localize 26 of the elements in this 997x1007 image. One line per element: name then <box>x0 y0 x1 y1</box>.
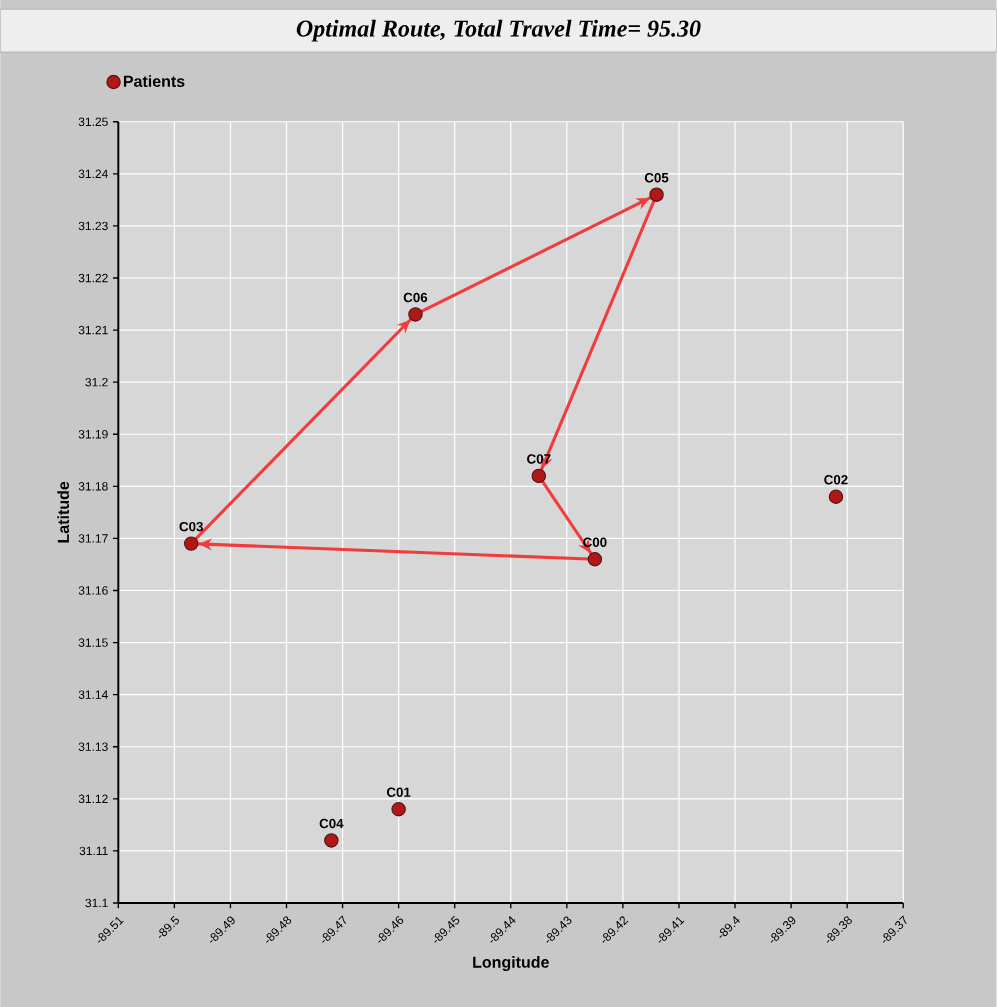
y-axis-title: Latitude <box>57 481 70 543</box>
legend-label: Patients <box>124 75 185 87</box>
y-tick-label: 31.22 <box>78 273 108 283</box>
y-tick-label: 31.11 <box>79 846 108 856</box>
annotation: C06 <box>403 292 428 303</box>
annotation: C03 <box>179 521 204 532</box>
y-tick-label: 31.23 <box>78 221 108 231</box>
annotation: C02 <box>824 475 848 485</box>
y-tick-label: 31.21 <box>78 325 108 335</box>
x-axis-title: Longitude <box>473 956 549 972</box>
y-tick-label: 31.17 <box>78 534 108 543</box>
y-tick-label: 31.16 <box>78 586 108 595</box>
y-tick-label: 31.25 <box>78 117 108 127</box>
y-tick-label: 31.1 <box>85 898 108 908</box>
chart-title: Optimal Route, Total Travel Time= 95.30 <box>296 19 701 42</box>
annotation: C05 <box>644 172 669 183</box>
y-tick-label: 31.15 <box>78 638 108 647</box>
annotation: C04 <box>319 818 344 829</box>
y-tick-label: 31.2 <box>85 377 108 387</box>
annotation: C01 <box>387 787 411 797</box>
y-tick-label: 31.19 <box>78 429 108 439</box>
y-tick-label: 31.13 <box>78 742 108 751</box>
y-tick-label: 31.14 <box>78 690 108 699</box>
y-tick-label: 31.18 <box>78 482 108 491</box>
y-tick-label: 31.12 <box>78 794 108 804</box>
y-tick-label: 31.24 <box>78 169 108 179</box>
